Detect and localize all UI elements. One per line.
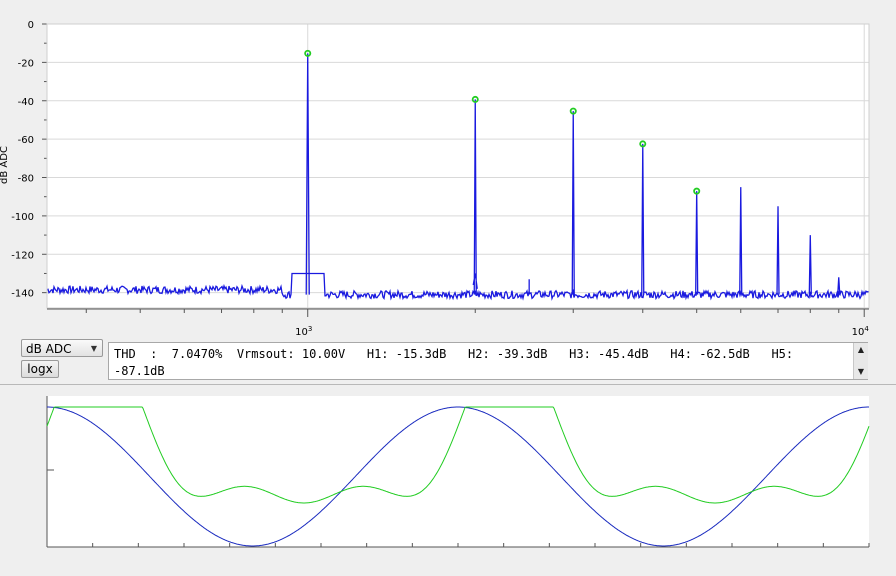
waveform-plot[interactable] <box>0 385 896 576</box>
waveform-panel <box>0 385 896 576</box>
spectrum-panel: 0 -20 -40 -60 -80 -100 -120 -140 103 104 dB ADC … <box>0 0 896 385</box>
harmonic-marker <box>569 107 577 115</box>
y-axis: 0 -20 -40 -60 -80 -100 -120 -140 <box>11 20 47 300</box>
harmonic-marker <box>639 140 647 148</box>
y-tick-label: -120 <box>11 250 34 261</box>
y-tick-label: -140 <box>11 289 34 300</box>
y-axis-label: dB ADC <box>0 146 10 184</box>
harmonics-readout: THD : 7.0470% Vrmsout: 10.00V H1: -15.3d… <box>108 342 868 380</box>
x-tick-label: 104 <box>852 325 870 338</box>
harmonic-markers <box>304 49 701 195</box>
chevron-down-icon: ▼ <box>90 344 97 353</box>
readout-scrollbar[interactable]: ▲ ▼ <box>853 343 868 379</box>
y-tick-label: -40 <box>18 97 34 108</box>
y-tick-label: -20 <box>18 58 34 69</box>
spectrum-plot[interactable]: 0 -20 -40 -60 -80 -100 -120 -140 103 104 dB ADC <box>0 0 896 340</box>
scroll-down-icon[interactable]: ▼ <box>857 367 865 376</box>
y-tick-label: -60 <box>18 135 34 146</box>
y-tick-label: -80 <box>18 174 34 185</box>
unit-select-value: dB ADC <box>26 342 72 356</box>
plot-frame <box>46 23 870 309</box>
y-tick-label: -100 <box>11 212 34 223</box>
waveform-green-trace <box>46 406 870 504</box>
plot-area <box>47 24 869 308</box>
x-tick-label: 103 <box>295 325 312 338</box>
harmonic-marker <box>471 95 479 103</box>
scroll-up-icon[interactable]: ▲ <box>857 345 865 354</box>
harmonic-marker <box>693 187 701 195</box>
x-axis: 103 104 <box>47 308 870 338</box>
wave-plot-area <box>47 396 869 547</box>
y-tick-label: 0 <box>28 20 34 31</box>
waveform-blue-trace <box>47 406 869 547</box>
logx-toggle-button[interactable]: logx <box>21 360 59 378</box>
harmonic-marker <box>304 49 312 57</box>
unit-select[interactable]: dB ADC ▼ <box>21 339 103 357</box>
wave-x-ticks <box>46 469 870 547</box>
spectrum-trace <box>46 53 870 301</box>
plot-grid <box>47 23 869 308</box>
